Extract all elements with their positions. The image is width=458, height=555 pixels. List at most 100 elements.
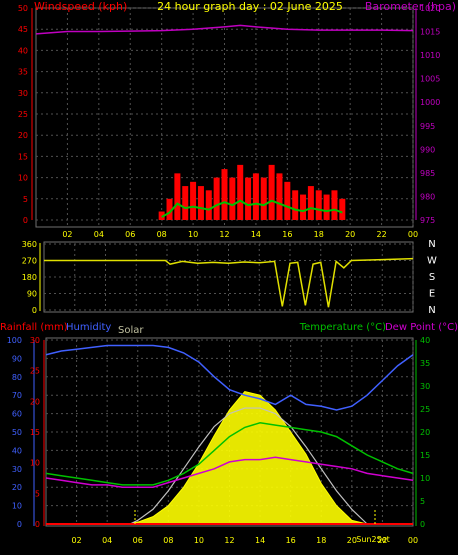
humidity-tick-label: 20 [12,483,22,492]
direction-degree-labels: 360 270 180 90 0 [22,240,37,315]
time-tick-label: 14 [251,230,261,239]
humidity-axis-title: Humidity [66,322,111,333]
windspeed-tick-label: 40 [18,46,28,55]
humidity-tick-label: 10 [12,502,22,511]
windspeed-bar [339,198,346,220]
windspeed-tick-label: 15 [18,152,28,161]
direction-tick-label: 90 [27,290,37,299]
temperature-tick-label: 5 [420,497,425,506]
windspeed-tick-label: 30 [18,89,28,98]
temperature-axis-title: Temperature (°C) [299,322,386,333]
solar-series [129,390,368,525]
temperature-tick-label: 20 [420,428,430,437]
windspeed-bar [292,190,299,220]
windspeed-bar [323,194,330,220]
rain-tick-label: 10 [30,459,40,468]
time-tick-label: 22 [377,536,387,545]
time-tick-label: 06 [125,230,135,239]
time-tick-label: 08 [163,536,173,545]
windspeed-tick-label: 10 [18,174,28,183]
time-tick-label: 20 [345,230,355,239]
compass-label: S [429,272,435,283]
windspeed-bar [252,173,259,220]
dewpoint-line [45,456,414,488]
windspeed-bar [205,190,212,220]
time-tick-label: 08 [157,230,167,239]
temperature-tick-label: 15 [420,451,430,460]
windspeed-bar [331,190,338,220]
barometer-tick-label: 1005 [420,75,440,84]
time-tick-label: 06 [133,536,143,545]
wind-direction-line [44,257,414,308]
windspeed-bar [221,169,228,220]
panel3-time-tick-labels: 02 04 06 08 10 12 14 16 18 20 22 00 [71,536,418,545]
solar-area [129,390,368,525]
windspeed-bar [276,173,283,220]
direction-tick-label: 270 [22,257,37,266]
rain-tick-label: 15 [30,428,40,437]
windspeed-tick-label: 35 [18,68,28,77]
compass-label: N [428,305,435,316]
time-tick-label: 10 [194,536,204,545]
windspeed-series [158,164,346,220]
time-tick-label: 02 [71,536,81,545]
windspeed-bar [158,211,165,220]
windspeed-bar [182,186,189,220]
rainfall-axis-title: Rainfall (mm) [0,322,68,333]
windspeed-bar [268,164,275,220]
barometer-tick-label: 995 [420,122,435,131]
time-tick-label: 16 [286,536,296,545]
windspeed-bar [307,186,314,220]
windspeed-axis-title: Windspeed (kph) [34,0,127,13]
barometer-tick-label: 1015 [420,28,440,37]
windspeed-tick-label: 20 [18,131,28,140]
rain-tick-label: 5 [35,489,40,498]
time-tick-label: 14 [255,536,265,545]
rain-tick-label: 20 [30,397,40,406]
direction-tick-label: 360 [22,240,37,249]
windspeed-bar [229,177,236,220]
humidity-tick-label: 90 [12,354,22,363]
barometer-tick-label: 1000 [420,98,440,107]
rain-tick-label: 30 [30,336,40,345]
barometer-tick-label: 985 [420,169,435,178]
windspeed-tick-label: 45 [18,25,28,34]
windspeed-tick-label: 25 [18,110,28,119]
windspeed-bar [260,177,267,220]
barometer-tick-labels: 1020 1015 1010 1005 1000 995 990 985 980 975 [420,4,440,225]
temperature-tick-label: 35 [420,359,430,368]
humidity-tick-label: 0 [17,520,22,529]
humidity-tick-label: 50 [12,428,22,437]
solar-axis-title: Solar [118,325,144,336]
dewpoint-axis-title: Dew Point (°C) [385,322,458,333]
windspeed-bar [190,181,197,220]
humidity-tick-label: 80 [12,373,22,382]
humidity-tick-label: 60 [12,410,22,419]
compass-label: E [429,289,435,300]
windspeed-bar [284,181,291,220]
barometer-axis-title: Barometer (hpa) [365,0,456,13]
windspeed-bar [213,177,220,220]
time-tick-label: 02 [62,230,72,239]
average-wind-line [161,199,343,218]
time-tick-label: 22 [376,230,386,239]
humidity-tick-label: 30 [12,465,22,474]
sunset-label: Sun2Set [356,535,389,544]
barometer-line [35,24,414,35]
barometer-tick-label: 990 [420,145,435,154]
humidity-tick-label: 100 [7,336,22,345]
windspeed-bar [174,173,181,220]
solar-theoretical-line [129,407,368,525]
time-tick-label: 00 [408,536,418,545]
windspeed-bar [245,177,252,220]
humidity-tick-label: 40 [12,446,22,455]
barometer-tick-label: 1020 [420,4,440,13]
temperature-tick-label: 10 [420,474,430,483]
windspeed-bar [315,190,322,220]
